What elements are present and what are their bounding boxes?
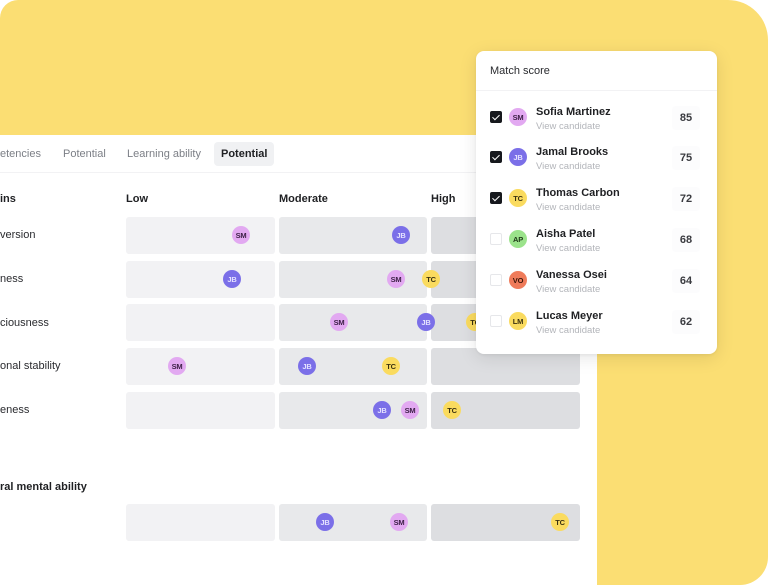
view-candidate-link[interactable]: View candidate [536,121,601,132]
avatar-tc[interactable]: TC [422,270,440,288]
column-header-moderate: Moderate [279,193,328,205]
candidate-row[interactable]: LM Lucas Meyer View candidate 62 [476,310,717,350]
cell-low [126,304,275,341]
candidate-checkbox-checked[interactable] [490,111,502,123]
view-candidate-link[interactable]: View candidate [536,284,601,295]
avatar-jb[interactable]: JB [316,513,334,531]
tab-learning-ability[interactable]: Learning ability [127,148,201,160]
avatar-sm: SM [509,108,527,126]
candidate-name: Sofia Martinez [536,106,611,118]
row-label-agreeableness: ness [0,273,24,285]
cell-low [126,348,275,385]
popup-title: Match score [490,65,550,77]
avatar-jb: JB [509,148,527,166]
candidate-checkbox-unchecked[interactable] [490,274,502,286]
match-score-value: 85 [672,106,700,130]
view-candidate-link[interactable]: View candidate [536,161,601,172]
candidate-row[interactable]: AP Aisha Patel View candidate 68 [476,228,717,268]
candidate-row[interactable]: TC Thomas Carbon View candidate 72 [476,187,717,227]
cell-low [126,504,275,541]
candidate-row[interactable]: JB Jamal Brooks View candidate 75 [476,146,717,186]
avatar-jb[interactable]: JB [392,226,410,244]
popup-divider [476,90,717,91]
match-score-popup: Match score SM Sofia Martinez View candi… [476,51,717,354]
avatar-sm[interactable]: SM [387,270,405,288]
candidate-name: Vanessa Osei [536,269,607,281]
match-score-value: 72 [672,187,700,211]
avatar-jb[interactable]: JB [223,270,241,288]
avatar-sm[interactable]: SM [401,401,419,419]
match-score-value: 64 [672,269,700,293]
section-title-domains: ins [0,193,16,205]
column-header-low: Low [126,193,148,205]
avatar-tc[interactable]: TC [551,513,569,531]
candidate-row[interactable]: VO Vanessa Osei View candidate 64 [476,269,717,309]
cell-low [126,261,275,298]
avatar-tc: TC [509,189,527,207]
avatar-jb[interactable]: JB [298,357,316,375]
candidate-row[interactable]: SM Sofia Martinez View candidate 85 [476,106,717,146]
tab-potential-active[interactable]: Potential [214,142,275,166]
tab-potential[interactable]: Potential [63,148,106,160]
cell-low [126,392,275,429]
row-label-emotional-stability: onal stability [0,360,61,372]
avatar-jb[interactable]: JB [417,313,435,331]
match-score-value: 68 [672,228,700,252]
avatar-tc[interactable]: TC [382,357,400,375]
avatar-sm[interactable]: SM [232,226,250,244]
candidate-checkbox-checked[interactable] [490,151,502,163]
row-label-openness: eness [0,404,30,416]
cell-moderate [279,304,427,341]
avatar-sm[interactable]: SM [330,313,348,331]
avatar-sm[interactable]: SM [168,357,186,375]
avatar-sm[interactable]: SM [390,513,408,531]
avatar-ap: AP [509,230,527,248]
section-title-general-mental-ability: ral mental ability [0,481,87,493]
row-label-extraversion: version [0,229,36,241]
tab-divider [0,172,597,173]
candidate-name: Aisha Patel [536,228,596,240]
match-score-value: 75 [672,146,700,170]
avatar-tc[interactable]: TC [443,401,461,419]
candidate-checkbox-unchecked[interactable] [490,315,502,327]
tab-competencies[interactable]: etencies [0,148,41,160]
candidate-name: Lucas Meyer [536,310,603,322]
candidate-name: Thomas Carbon [536,187,620,199]
candidate-name: Jamal Brooks [536,146,609,158]
cell-high [431,348,580,385]
avatar-vo: VO [509,271,527,289]
avatar-lm: LM [509,312,527,330]
view-candidate-link[interactable]: View candidate [536,243,601,254]
row-label-conscientiousness: ciousness [0,317,49,329]
cell-low [126,217,275,254]
view-candidate-link[interactable]: View candidate [536,325,601,336]
column-header-high: High [431,193,456,205]
candidate-checkbox-checked[interactable] [490,192,502,204]
avatar-jb[interactable]: JB [373,401,391,419]
view-candidate-link[interactable]: View candidate [536,202,601,213]
match-score-value: 62 [672,310,700,334]
candidate-checkbox-unchecked[interactable] [490,233,502,245]
